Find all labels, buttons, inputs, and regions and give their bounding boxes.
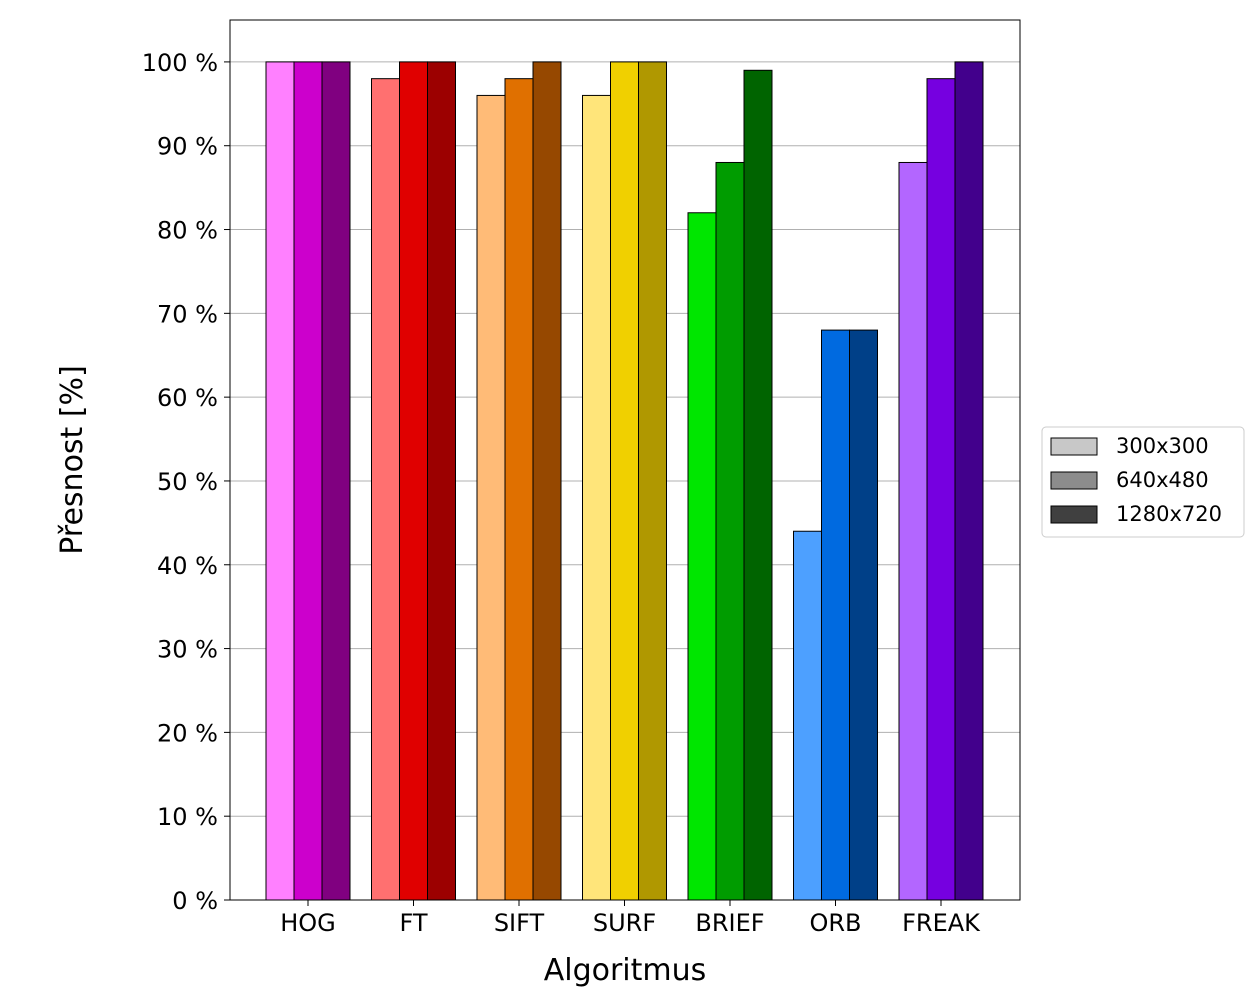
y-tick-label: 90 %: [157, 133, 218, 161]
x-tick-label: FREAK: [902, 909, 981, 937]
legend: 300x300 640x480 1280x720: [1041, 426, 1245, 538]
x-tick-label: SIFT: [494, 909, 545, 937]
x-axis-title: Algoritmus: [544, 953, 707, 988]
x-tick-label: SURF: [593, 909, 656, 937]
bar-hog-300x300: [265, 61, 295, 901]
y-tick-label: 50 %: [157, 468, 218, 496]
bar-freak-640x480: [926, 78, 956, 901]
bar-freak-1280x720: [954, 61, 984, 901]
y-axis-ticks: 0 % 10 % 20 % 30 % 40 % 50 % 60 % 70 % 80 % 90 % 1…: [142, 49, 230, 915]
y-tick-label: 80 %: [157, 217, 218, 245]
legend-swatch: [1050, 505, 1098, 524]
y-tick-label: 20 %: [157, 719, 218, 747]
bar-brief-300x300: [687, 212, 717, 901]
legend-swatch: [1050, 471, 1098, 490]
bar-surf-640x480: [610, 61, 639, 901]
x-tick-label: FT: [399, 909, 427, 937]
bar-surf-300x300: [582, 94, 611, 901]
legend-label: 640x480: [1116, 468, 1209, 492]
x-tick-label: BRIEF: [695, 909, 764, 937]
bar-orb-640x480: [821, 329, 850, 901]
x-tick-label: ORB: [809, 909, 861, 937]
x-axis-ticks: HOG FT SIFT SURF BRIEF ORB FREAK: [280, 900, 981, 937]
bar-sift-1280x720: [532, 61, 562, 901]
bar-brief-640x480: [715, 161, 745, 901]
y-tick-label: 30 %: [157, 636, 218, 664]
legend-swatch: [1050, 437, 1098, 456]
y-axis-title: Přesnost [%]: [55, 365, 90, 555]
bar-brief-1280x720: [743, 69, 773, 901]
bars: [265, 61, 984, 901]
legend-label: 1280x720: [1116, 502, 1222, 526]
y-tick-label: 0 %: [172, 887, 218, 915]
bar-orb-300x300: [793, 530, 822, 901]
bar-orb-1280x720: [849, 329, 878, 901]
x-tick-label: HOG: [280, 909, 336, 937]
legend-label: 300x300: [1116, 434, 1209, 458]
bar-ft-300x300: [371, 78, 400, 901]
y-tick-label: 70 %: [157, 300, 218, 328]
y-tick-label: 60 %: [157, 384, 218, 412]
bar-ft-1280x720: [427, 61, 456, 901]
y-tick-label: 10 %: [157, 803, 218, 831]
bar-surf-1280x720: [638, 61, 667, 901]
bar-hog-640x480: [293, 61, 323, 901]
bar-sift-300x300: [476, 94, 506, 901]
bar-ft-640x480: [399, 61, 428, 901]
bar-freak-300x300: [898, 161, 928, 901]
y-tick-label: 40 %: [157, 552, 218, 580]
y-tick-label: 100 %: [142, 49, 218, 77]
bar-sift-640x480: [504, 78, 534, 901]
bar-hog-1280x720: [321, 61, 351, 901]
